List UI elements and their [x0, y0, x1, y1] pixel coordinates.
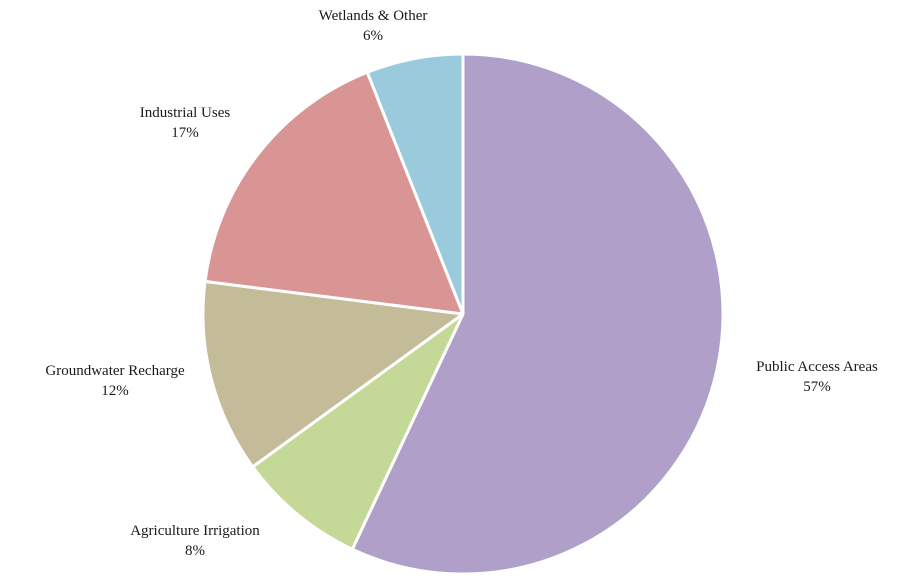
pie-slice-industrial-uses	[203, 70, 465, 316]
slice-label-name: Industrial Uses	[140, 105, 231, 121]
pie-slices	[201, 52, 725, 576]
slice-label-percent: 57%	[803, 379, 831, 395]
slice-label-percent: 12%	[101, 383, 129, 399]
slice-label-name: Wetlands & Other	[319, 8, 428, 24]
slice-label-name: Public Access Areas	[756, 359, 878, 375]
slice-label-percent: 17%	[171, 125, 199, 141]
pie-slice-public-access-areas	[350, 52, 725, 576]
pie-labels: Public Access Areas 57% Agriculture Irriga…	[45, 8, 878, 559]
pie-slice-wetlands-other	[365, 52, 465, 316]
slice-label-name: Groundwater Recharge	[45, 363, 185, 379]
slice-label-name: Agriculture Irrigation	[130, 523, 260, 539]
pie-slice-groundwater-recharge	[201, 279, 465, 469]
slice-label-percent: 6%	[363, 28, 383, 44]
pie-slice-agriculture-irrigation	[251, 312, 465, 551]
slice-label-percent: 8%	[185, 543, 205, 559]
